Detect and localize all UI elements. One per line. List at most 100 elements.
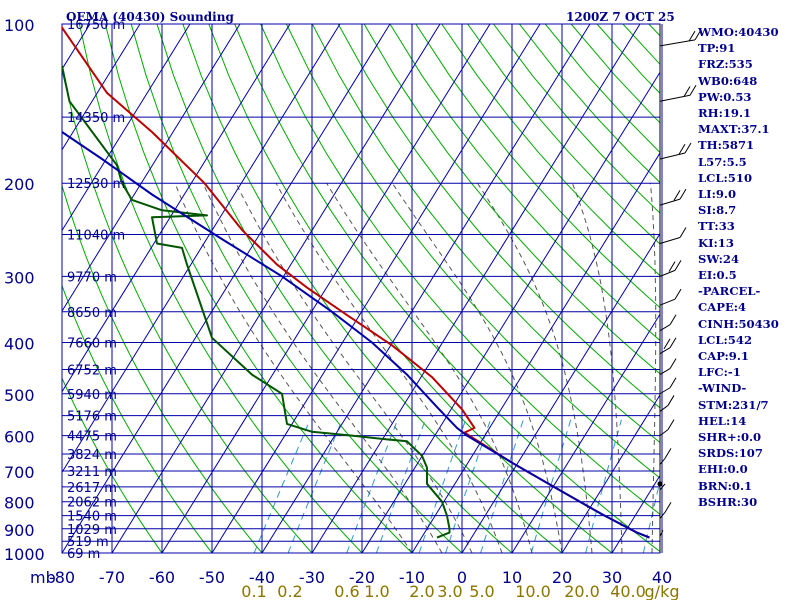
- pressure-tick-label: 1000: [4, 545, 45, 564]
- skewed-isotherm: [511, 313, 660, 553]
- height-label: 14350 m: [67, 111, 125, 126]
- wind-barb: [659, 188, 687, 206]
- dry-adiabat-line: [285, 24, 660, 479]
- index-line: WB0:648: [698, 73, 758, 88]
- height-label: 4475 m: [67, 430, 117, 445]
- temperature-tick-label: -80: [49, 568, 75, 587]
- index-line: LFC:-1: [698, 365, 741, 380]
- temperature-tick-label: 30: [602, 568, 622, 587]
- wind-barb: [659, 142, 692, 160]
- mixing-ratio-label: 0.2: [277, 582, 302, 600]
- index-line: EI:0.5: [698, 268, 737, 283]
- height-label: 16750 m: [67, 18, 125, 33]
- mixing-ratio-label: 20.0: [564, 582, 600, 600]
- height-label: 2617 m: [67, 481, 117, 496]
- moist-adiabat-line: [326, 182, 533, 553]
- wind-barb: [659, 85, 697, 102]
- index-line: TP:91: [698, 41, 736, 56]
- height-label: 5940 m: [67, 388, 117, 403]
- height-label: 7660 m: [67, 336, 117, 351]
- temperature-tick-label: 0: [457, 568, 467, 587]
- index-line: KI:13: [698, 235, 734, 250]
- index-line: TT:33: [698, 219, 735, 234]
- height-label: 5176 m: [67, 410, 117, 425]
- pressure-tick-label: 600: [4, 428, 35, 447]
- skewed-isotherm: [261, 24, 591, 553]
- chart-title: OEMA (40430) Sounding: [66, 10, 234, 24]
- index-line: CAPE:4: [698, 300, 747, 315]
- mixing-ratio-label: 10.0: [515, 582, 551, 600]
- wind-barb: [659, 395, 675, 412]
- index-line: FRZ:535: [698, 57, 753, 72]
- temperature-tick-label: 40: [652, 568, 672, 587]
- height-label: 6752 m: [67, 364, 117, 379]
- mixing-ratio-label: 0.1: [241, 582, 266, 600]
- height-label: 11040 m: [67, 229, 125, 244]
- index-line: WMO:40430: [698, 25, 779, 39]
- height-label: 9770 m: [67, 270, 117, 285]
- index-line: LCL:510: [698, 170, 753, 185]
- skewed-isotherm: [161, 24, 491, 553]
- pressure-tick-label: 800: [4, 494, 35, 513]
- mixing-ratio-label: 1.0: [364, 582, 389, 600]
- moist-adiabat-line: [235, 182, 473, 553]
- mixing-ratio-label: 3.0: [437, 582, 462, 600]
- moist-adiabat-line: [275, 182, 503, 553]
- wind-barb: [659, 337, 677, 355]
- index-line: HEL:14: [698, 413, 747, 428]
- index-line: CINH:50430: [698, 316, 779, 331]
- temperature-tick-label: -30: [299, 568, 325, 587]
- wind-barb: [659, 260, 682, 277]
- index-line: -WIND-: [698, 381, 747, 396]
- index-line: TH:5871: [698, 138, 755, 153]
- wind-barb: [659, 483, 666, 491]
- index-line: SW:24: [698, 251, 740, 266]
- dry-adiabat-line: [104, 24, 413, 553]
- mixing-ratio-label: g/kg: [645, 582, 680, 600]
- mixing-ratio-line: [445, 419, 491, 553]
- height-label: 12530 m: [67, 177, 125, 192]
- height-label: 1540 m: [67, 510, 117, 525]
- temperature-tick-label: -20: [349, 568, 375, 587]
- height-label: 3824 m: [67, 448, 117, 463]
- sounding-traces: [62, 25, 650, 539]
- height-label: 1029 m: [67, 523, 117, 538]
- height-label: 8650 m: [67, 306, 117, 321]
- skewed-isotherm: [111, 24, 441, 553]
- temperature-tick-label: -70: [99, 568, 125, 587]
- index-line: STM:231/7: [698, 397, 769, 412]
- parcel-trace: [62, 131, 650, 539]
- chart-date: 1200Z 7 OCT 25: [566, 10, 675, 24]
- index-line: CAP:9.1: [698, 349, 749, 364]
- mixing-ratio-line: [253, 419, 311, 553]
- stability-indices-panel: WMO:40430 TP:91 FRZ:535 WB0:648 PW:0.53 RH:19…: [698, 24, 798, 510]
- mixing-ratio-line: [346, 419, 399, 553]
- pressure-tick-label: 900: [4, 521, 35, 540]
- wind-barb: [659, 29, 702, 47]
- temperature-tick-label: -10: [399, 568, 425, 587]
- pressure-tick-label: 100: [4, 16, 35, 35]
- mixing-ratio-label: 40.0: [610, 582, 646, 600]
- index-line: -PARCEL-: [698, 284, 761, 299]
- wind-barb: [659, 377, 677, 395]
- temperature-tick-label: 20: [552, 568, 572, 587]
- mixing-ratio-label: 2.0: [409, 582, 434, 600]
- wind-barb: [659, 448, 672, 465]
- moist-adiabat-line: [571, 183, 623, 553]
- skewed-isotherm: [62, 24, 191, 232]
- skewed-isotherm: [62, 24, 241, 313]
- index-line: RH:19.1: [698, 106, 752, 121]
- mixing-ratio-label: 0.6: [334, 582, 359, 600]
- wind-barb: [659, 419, 675, 437]
- dry-adiabat-line: [208, 24, 613, 553]
- mixing-ratio-line: [418, 419, 467, 553]
- temperature-tick-label: -50: [199, 568, 225, 587]
- index-line: PW:0.53: [698, 89, 752, 104]
- pressure-tick-label: 200: [4, 175, 35, 194]
- mixing-ratio-line: [530, 419, 572, 553]
- index-line: SRDS:107: [698, 446, 763, 461]
- pressure-tick-label: 300: [4, 268, 35, 287]
- mixing-ratio-line: [642, 479, 660, 553]
